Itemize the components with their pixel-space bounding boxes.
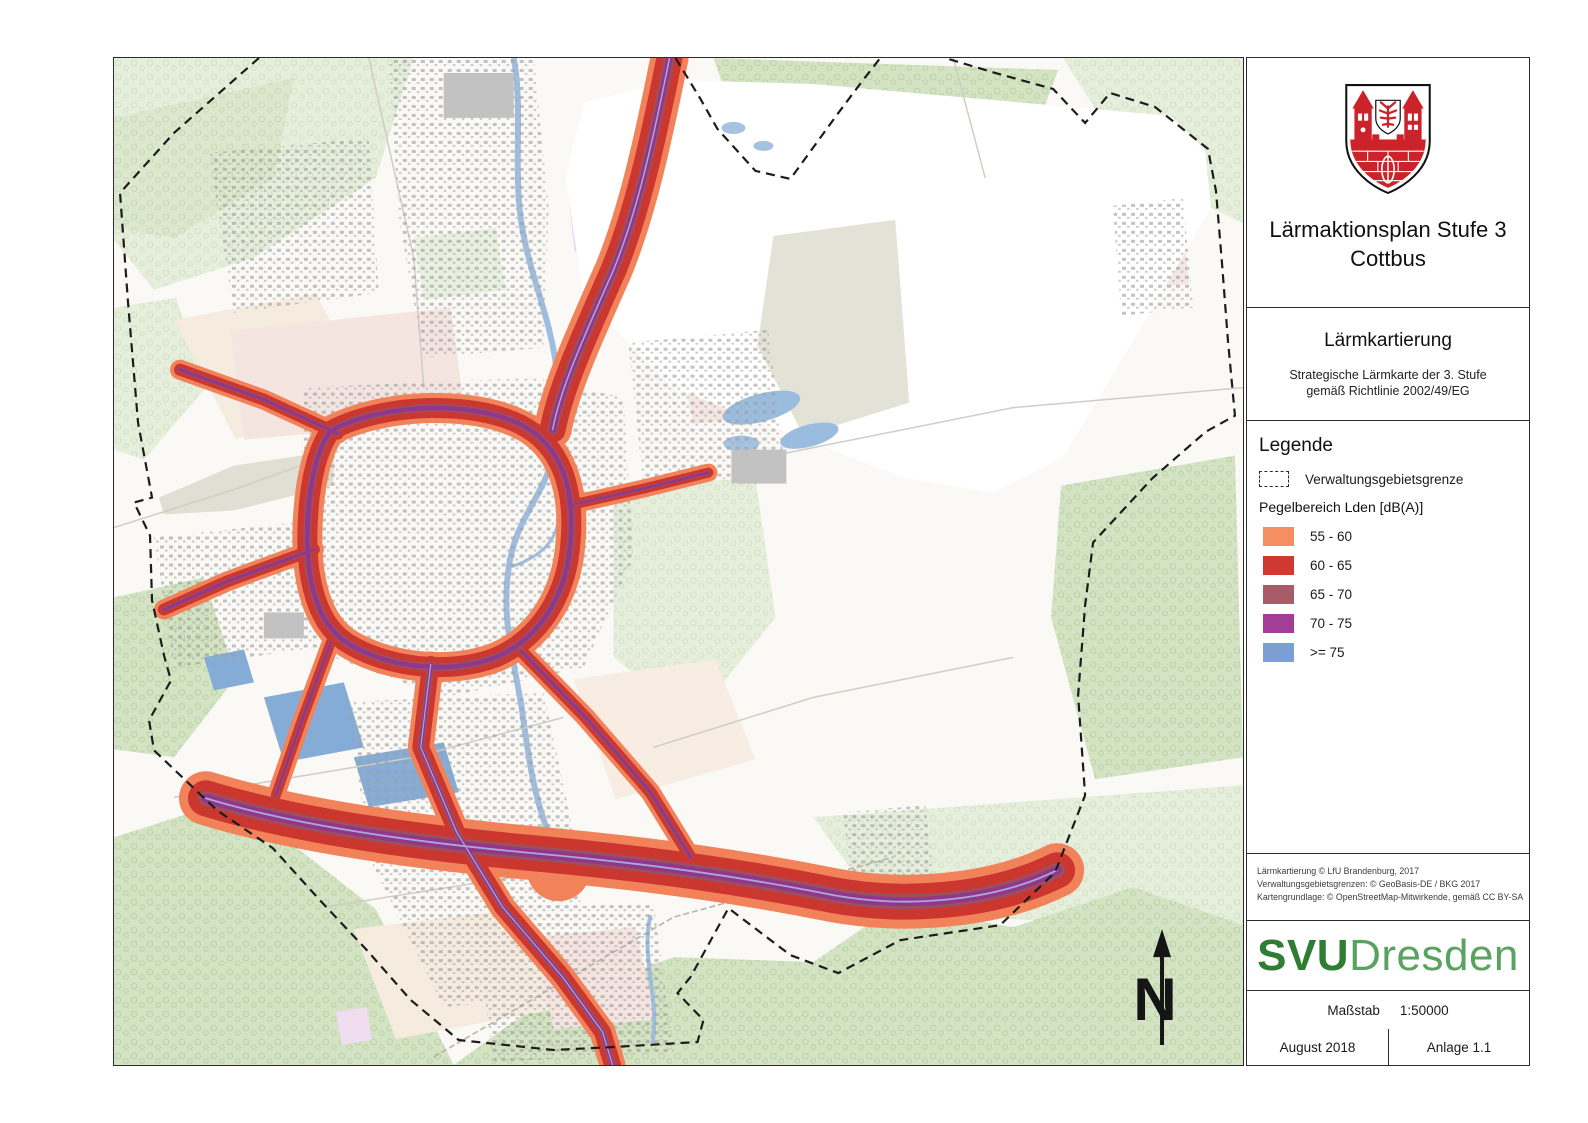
north-arrow-label: N	[1133, 966, 1176, 1033]
info-panel: Lärmaktionsplan Stufe 3 Cottbus Lärmkart…	[1246, 57, 1530, 1066]
airfield-area	[159, 450, 335, 515]
logo-light-part: Dresden	[1349, 930, 1519, 980]
spoil-area	[757, 219, 910, 436]
scale-label: Maßstab	[1327, 1002, 1380, 1018]
administrative-boundary	[118, 58, 1237, 1052]
section-subtitle-line1: Strategische Lärmkarte der 3. Stufe	[1289, 368, 1487, 382]
svu-dresden-logo: SVUDresden	[1257, 931, 1519, 981]
map-canvas: N	[114, 58, 1243, 1065]
industrial-blocks	[263, 72, 787, 639]
color-swatch-65-70	[1263, 585, 1294, 604]
title-section: Lärmaktionsplan Stufe 3 Cottbus	[1247, 58, 1529, 308]
legend-section: Legende Verwaltungsgebietsgrenze Pegelbe…	[1247, 421, 1529, 854]
scale-section: Maßstab 1:50000	[1247, 991, 1529, 1029]
legend-item: 70 - 75	[1259, 614, 1519, 633]
road-centerlines	[205, 58, 1059, 1065]
footer-date: August 2018	[1279, 1039, 1356, 1055]
page-title: Lärmaktionsplan Stufe 3 Cottbus	[1247, 215, 1529, 273]
boundary-label: Verwaltungsgebietsgrenze	[1305, 471, 1464, 487]
subtitle-section: Lärmkartierung Strategische Lärmkarte de…	[1247, 308, 1529, 421]
attribution-line1: Lärmkartierung © LfU Brandenburg, 2017	[1257, 866, 1419, 876]
legend-item: 55 - 60	[1259, 527, 1519, 546]
attribution-line3: Kartengrundlage: © OpenStreetMap-Mitwirk…	[1257, 892, 1524, 902]
north-arrow: N	[1133, 929, 1177, 1046]
section-title: Lärmkartierung	[1324, 330, 1452, 351]
legend-title: Legende	[1259, 435, 1333, 456]
color-swatch-75-plus	[1263, 643, 1294, 662]
footer-section: August 2018 Anlage 1.1	[1247, 1029, 1529, 1065]
color-swatch-60-65	[1263, 556, 1294, 575]
section-subtitle: Strategische Lärmkarte der 3. Stufe gemä…	[1247, 367, 1529, 399]
attribution-section: Lärmkartierung © LfU Brandenburg, 2017 V…	[1247, 854, 1529, 921]
legend-boundary-row: Verwaltungsgebietsgrenze	[1259, 471, 1519, 487]
page-title-line1: Lärmaktionsplan Stufe 3	[1269, 217, 1507, 242]
logo-section: SVUDresden	[1247, 921, 1529, 991]
legend-item: 60 - 65	[1259, 556, 1519, 575]
boundary-swatch-icon	[1259, 471, 1289, 487]
scale-value: 1:50000	[1399, 1002, 1449, 1018]
cottbus-coat-of-arms	[1345, 84, 1431, 195]
section-subtitle-line2: gemäß Richtlinie 2002/49/EG	[1306, 384, 1470, 398]
legend-item: 65 - 70	[1259, 585, 1519, 604]
logo-bold-part: SVU	[1257, 930, 1350, 980]
color-swatch-70-75	[1263, 614, 1294, 633]
footer-annex: Anlage 1.1	[1388, 1029, 1529, 1065]
color-swatch-55-60	[1263, 527, 1294, 546]
page-title-line2: Cottbus	[1350, 246, 1426, 271]
map-frame: N	[113, 57, 1244, 1066]
legend-levels-title: Pegelbereich Lden [dB(A)]	[1259, 499, 1424, 515]
attribution-line2: Verwaltungsgebietsgrenzen: © GeoBasis-DE…	[1257, 879, 1481, 889]
legend-item: >= 75	[1259, 643, 1519, 662]
